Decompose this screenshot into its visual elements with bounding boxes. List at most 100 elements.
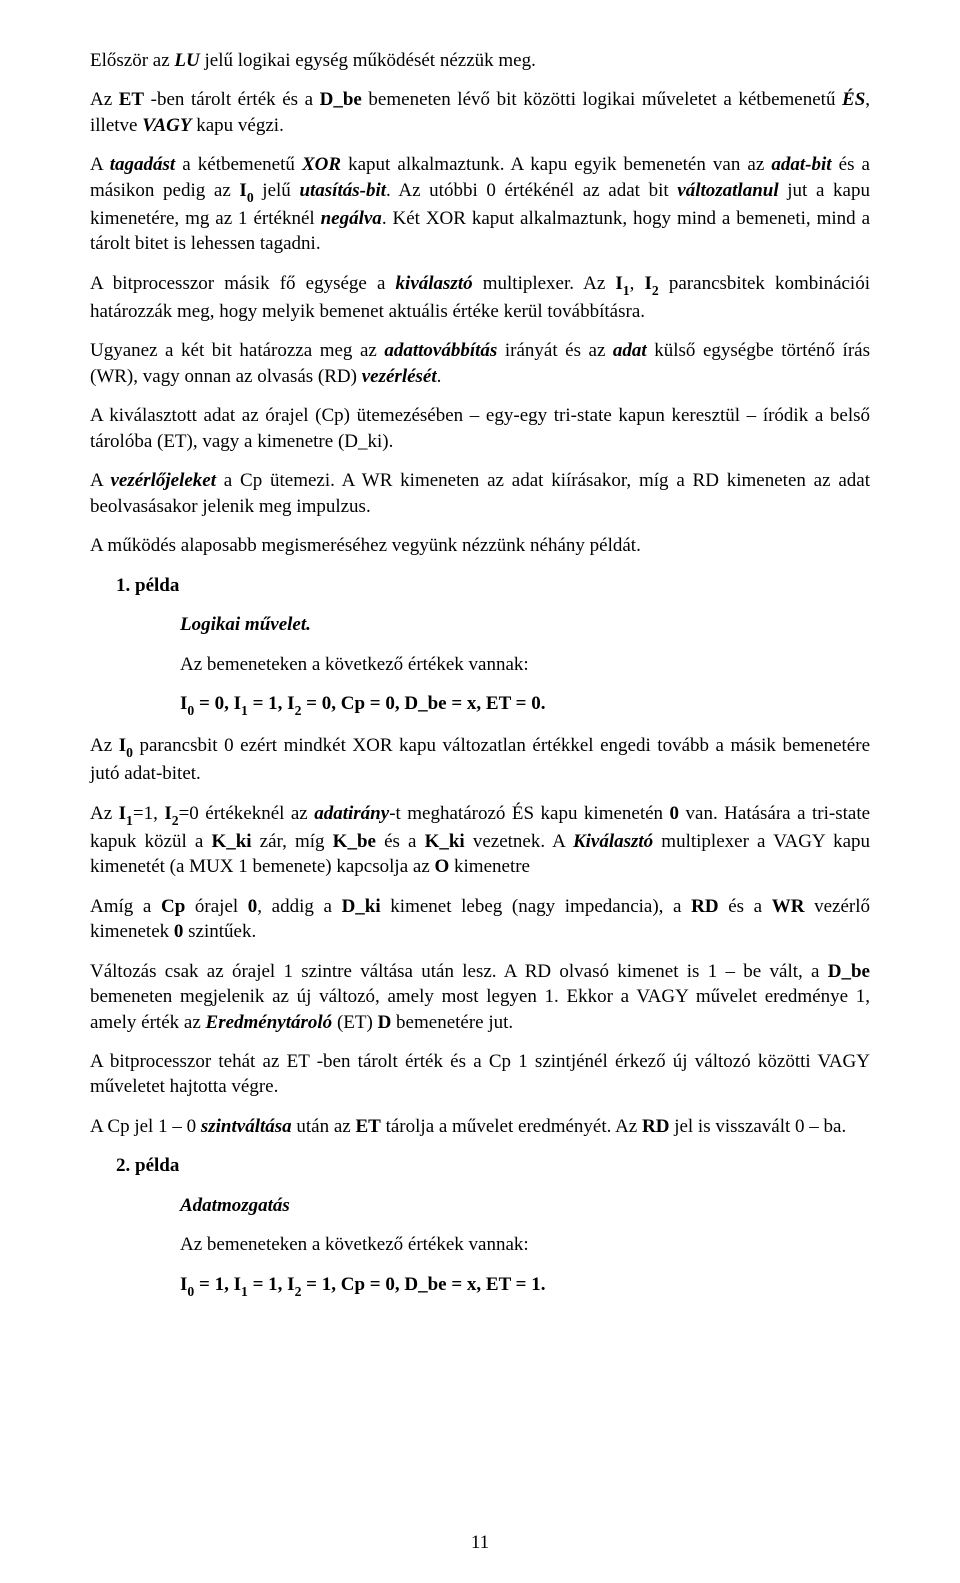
text: , addig a (257, 896, 341, 917)
text: jelű (254, 180, 300, 201)
text: D (378, 1012, 392, 1033)
example-values: I0 = 0, I1 = 1, I2 = 0, Cp = 0, D_be = x… (180, 691, 870, 719)
paragraph: Amíg a Cp órajel 0, addig a D_ki kimenet… (90, 894, 870, 945)
subscript: 0 (247, 190, 254, 205)
text: 2. példa (116, 1155, 179, 1176)
example-title: Logikai művelet. (180, 612, 870, 637)
subscript: 2 (295, 1284, 302, 1299)
example-line: Az bemeneteken a következő értékek vanna… (180, 1232, 870, 1257)
text: RD (691, 896, 718, 917)
text: = 1, I (248, 1274, 295, 1295)
text: tagadást (110, 154, 175, 175)
text: = 1, I (248, 693, 295, 714)
text: bemenetére jut. (391, 1012, 513, 1033)
text: ÉS (842, 89, 865, 110)
text: VAGY (142, 115, 191, 136)
document-page: Először az LU jelű logikai egység működé… (0, 0, 960, 1583)
text: Az (90, 803, 119, 824)
text: jelű logikai egység működését nézzük meg… (200, 50, 536, 71)
text: D_be (828, 961, 870, 982)
text: = 0, Cp = 0, D_be = x, ET = 0. (301, 693, 545, 714)
text: RD (642, 1116, 669, 1137)
text: jel is visszavált 0 – ba. (669, 1116, 846, 1137)
paragraph: Ugyanez a két bit határozza meg az adatt… (90, 338, 870, 389)
subscript: 0 (187, 703, 194, 718)
text: =0 (179, 803, 199, 824)
text: zár, míg (252, 831, 333, 852)
subscript: 1 (241, 1284, 248, 1299)
text: tárolja a művelet eredményét. Az (381, 1116, 642, 1137)
example-title: Adatmozgatás (180, 1193, 870, 1218)
text: . Az utóbbi 0 értékénél az adat bit (386, 180, 677, 201)
text: Az bemeneteken a következő értékek vanna… (180, 1234, 529, 1255)
text: A Cp jel 1 – 0 (90, 1116, 201, 1137)
text: . (437, 366, 442, 387)
example-values: I0 = 1, I1 = 1, I2 = 1, Cp = 0, D_be = x… (180, 1272, 870, 1300)
paragraph: A bitprocesszor másik fő egysége a kivál… (90, 271, 870, 325)
text: multiplexer. Az (473, 273, 616, 294)
paragraph: A vezérlőjeleket a Cp ütemezi. A WR kime… (90, 468, 870, 519)
text: órajel (185, 896, 248, 917)
text: = 1, Cp = 0, D_be = x, ET = 1. (301, 1274, 545, 1295)
text: -ben tárolt érték és a (144, 89, 320, 110)
text: irányát és az (497, 340, 613, 361)
example-line: Az bemeneteken a következő értékek vanna… (180, 652, 870, 677)
text: szintváltása (201, 1116, 292, 1137)
text: és a (719, 896, 772, 917)
text: K_ki (425, 831, 465, 852)
text: adat-bit (771, 154, 831, 175)
paragraph: A működés alaposabb megismeréséhez vegyü… (90, 533, 870, 558)
text: adatirány (314, 803, 389, 824)
text: -t meghatározó ÉS kapu kimenetén (389, 803, 669, 824)
text: Először az (90, 50, 174, 71)
paragraph: A tagadást a kétbemenetű XOR kaput alkal… (90, 152, 870, 256)
text: a kétbemenetű (175, 154, 302, 175)
text: kaput alkalmaztunk. A kapu egyik bemenet… (341, 154, 771, 175)
text: Változás csak az órajel 1 szintre váltás… (90, 961, 828, 982)
text: Ugyanez a két bit határozza meg az (90, 340, 384, 361)
text: Az (90, 89, 119, 110)
text: D_ki (342, 896, 381, 917)
text: vezetnek. A (465, 831, 573, 852)
paragraph: A Cp jel 1 – 0 szintváltása után az ET t… (90, 1114, 870, 1139)
text: , (630, 273, 645, 294)
text: LU (174, 50, 199, 71)
paragraph: Először az LU jelű logikai egység működé… (90, 48, 870, 73)
text: I (615, 273, 622, 294)
text: I (119, 803, 126, 824)
subscript: 2 (172, 813, 179, 828)
subscript: 2 (295, 703, 302, 718)
example-label: 1. példa (116, 573, 870, 598)
paragraph: A bitprocesszor tehát az ET -ben tárolt … (90, 1049, 870, 1100)
text: Amíg a (90, 896, 161, 917)
text: WR (772, 896, 805, 917)
text: I (164, 803, 171, 824)
paragraph: Az ET -ben tárolt érték és a D_be bemene… (90, 87, 870, 138)
text: kimenet lebeg (nagy impedancia), a (381, 896, 691, 917)
text: Az bemeneteken a következő értékek vanna… (180, 654, 529, 675)
text: és a (376, 831, 425, 852)
text: I (645, 273, 652, 294)
text: = 1, I (194, 1274, 241, 1295)
text: Logikai művelet. (180, 614, 311, 635)
text: parancsbit 0 ezért mindkét XOR kapu vált… (90, 735, 870, 784)
text: XOR (302, 154, 341, 175)
text: ET (355, 1116, 380, 1137)
text: vezérlését (362, 366, 437, 387)
paragraph: Az I0 parancsbit 0 ezért mindkét XOR kap… (90, 733, 870, 787)
subscript: 1 (623, 283, 630, 298)
text: kapu végzi. (192, 115, 284, 136)
subscript: 2 (652, 283, 659, 298)
page-number: 11 (0, 1530, 960, 1555)
text: értékeknél az (199, 803, 314, 824)
text: I (239, 180, 246, 201)
text: D_be (320, 89, 362, 110)
paragraph: Változás csak az órajel 1 szintre váltás… (90, 959, 870, 1035)
paragraph: Az I1=1, I2=0 értékeknél az adatirány-t … (90, 801, 870, 880)
text: szintűek. (183, 921, 256, 942)
text: (ET) (332, 1012, 377, 1033)
text: kimenetre (449, 856, 530, 877)
text: vezérlőjeleket (110, 470, 216, 491)
text: kiválasztó (396, 273, 473, 294)
text: utasítás-bit (299, 180, 386, 201)
